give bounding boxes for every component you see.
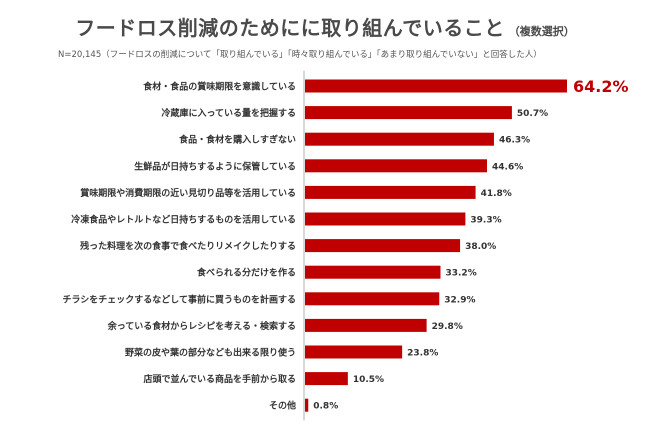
value-label: 39.3% [470,216,501,226]
category-label: 店頭で並んでいる商品を手前から取る [143,373,296,385]
bar [305,398,309,412]
category-label: 冷蔵庫に入っている量を把握する [161,107,296,119]
bar [305,239,461,253]
category-label: 野菜の皮や葉の部分なども出来る限り使う [125,347,296,359]
bar [305,132,494,146]
chart-title: フードロス削減のためにに取り組んでいること （複数選択） [0,12,650,41]
value-label: 50.7% [517,109,548,119]
bar [305,185,476,199]
value-label: 23.8% [407,349,438,359]
value-label: 41.8% [481,189,512,199]
category-label: 食品・食材を購入しすぎない [178,134,296,146]
category-label: 生鮮品が日持ちするように保管している [134,160,296,172]
value-label: 10.5% [353,375,384,385]
bar [305,159,488,173]
value-label: 29.8% [432,322,463,332]
value-label: 46.3% [499,136,530,146]
bar [305,292,440,306]
bar [305,212,466,226]
category-label: 食べられる分だけを作る [196,267,296,279]
category-label: 食材・食品の賞味期限を意識している [142,81,296,93]
value-label: 32.9% [444,295,475,305]
bar [305,106,512,120]
value-label-highlight: 64.2% [573,77,629,96]
value-label: 0.8% [313,402,338,412]
value-label: 44.6% [492,162,523,172]
bar [305,79,567,93]
bar [305,265,441,279]
category-label: その他 [269,400,296,412]
value-label: 33.2% [445,269,476,279]
category-label: 冷凍食品やレトルトなど日持ちするものを活用している [71,214,296,226]
category-label: チラシをチェックするなどして事前に買うものを計画する [62,293,296,305]
bar [305,372,348,386]
bar [305,318,427,332]
chart-title-main: フードロス削減のためにに取り組んでいること [75,16,505,40]
value-label: 38.0% [465,242,496,252]
bar [305,345,403,359]
sample-note: N=20,145（フードロスの削減について「取り組んでいる」「時々取り組んでいる… [58,50,542,60]
chart-title-suffix: （複数選択） [508,25,575,38]
category-label: 残った料理を次の食事で食べたりリメイクしたりする [80,240,296,252]
category-label: 余っている食材からレシピを考える・検索する [107,320,296,332]
category-label: 賞味期限や消費期限の近い見切り品等を活用している [80,187,296,199]
